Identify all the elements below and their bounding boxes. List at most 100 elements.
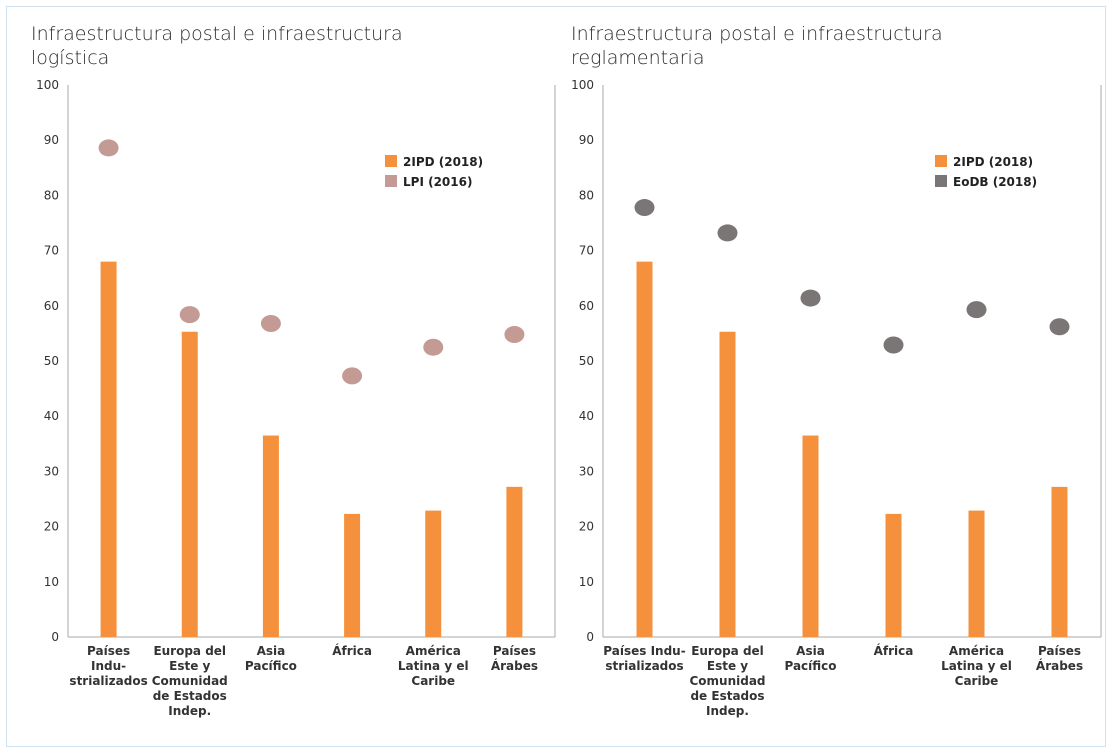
y-tick-label: 60 [579,299,594,313]
x-category-label: América Latina y el Caribe [398,644,469,688]
legend-swatch [385,175,397,187]
y-tick-label: 80 [579,188,594,202]
x-category-label: Europa del Este y Comunidad de Estados Indep… [689,644,765,718]
x-category-label-line: Indep. [168,704,211,718]
figure-frame [6,6,1106,747]
chart-title: Infraestructura postal e infraestructura… [31,23,403,69]
x-category-label-line: Caribe [411,674,455,688]
bar [425,510,442,637]
x-category-label-line: África [332,643,372,658]
y-tick-label: 100 [36,78,59,92]
dot-marker [634,199,655,217]
x-category-label-line: Países Indu- [603,644,685,658]
x-category-label-line: Comunidad [689,674,765,688]
x-category-label-line: África [874,643,914,658]
x-category-label: Asia Pacífico [784,644,836,673]
dot-marker [98,139,119,157]
legend-label: 2IPD (2018) [403,155,483,169]
x-category-label-line: Países [493,644,536,658]
x-category-label-line: Pacífico [784,659,836,673]
x-category-label: África [874,643,914,658]
x-category-label-line: Europa del [153,644,226,658]
y-tick-label: 20 [579,520,594,534]
y-tick-label: 90 [579,133,594,147]
chart-panel-logistica: Infraestructura postal e infraestructura… [20,22,560,742]
bar [802,435,819,637]
dot-marker [423,338,444,356]
x-category-label-line: Indu- [91,659,126,673]
x-category-label-line: Este y [169,659,210,673]
x-category-label-line: de Estados [153,689,227,703]
y-tick-label: 30 [44,464,59,478]
x-category-label-line: Caribe [955,674,999,688]
x-category-label: Países Árabes [491,644,538,673]
x-category-label-line: Árabes [1036,658,1083,673]
y-tick-label: 0 [586,630,594,644]
y-tick-label: 50 [579,354,594,368]
chart-title: Infraestructura postal e infraestructura… [571,23,943,69]
x-category-label: América Latina y el Caribe [941,644,1012,688]
x-category-label-line: strializados [605,659,683,673]
bar [262,435,279,637]
y-tick-label: 70 [579,244,594,258]
y-tick-label: 70 [44,244,59,258]
x-category-label-line: América [949,644,1004,658]
y-tick-label: 60 [44,299,59,313]
y-tick-label: 10 [579,575,594,589]
x-category-label: Países Árabes [1036,644,1083,673]
x-category-label-line: América [406,644,461,658]
x-category-label-line: Indep. [706,704,749,718]
legend-label: EoDB (2018) [953,175,1037,189]
x-category-label: Países Indu-strializados [69,644,147,688]
legend-label: 2IPD (2018) [953,155,1033,169]
bar [181,331,198,637]
dot-marker [179,306,200,324]
y-tick-label: 40 [579,409,594,423]
dot-marker [260,314,281,332]
x-category-label: Países Indu-strializados [603,644,685,673]
x-category-label: África [332,643,372,658]
dot-marker [504,326,525,344]
y-tick-label: 30 [579,464,594,478]
dot-marker [717,224,738,242]
x-category-label-line: Árabes [491,658,538,673]
legend-swatch [935,155,947,167]
bar [968,510,985,637]
y-tick-label: 50 [44,354,59,368]
x-category-label-line: Este y [707,659,748,673]
dot-marker [883,336,904,354]
x-category-label-line: Pacífico [245,659,297,673]
x-category-label-line: Asia [796,644,825,658]
dot-marker [966,301,987,319]
x-category-label-line: Países [1038,644,1081,658]
y-tick-label: 40 [44,409,59,423]
x-category-label-line: strializados [69,674,147,688]
dot-marker [800,289,821,307]
y-tick-label: 90 [44,133,59,147]
x-category-label-line: Europa del [691,644,764,658]
dot-marker [342,367,363,385]
y-tick-label: 0 [51,630,59,644]
bar [100,261,117,637]
x-category-label-line: Países [87,644,130,658]
chart-reglamentaria: 0 10 20 30 40 50 60 70 80 90 100 Países Indu-strial… [571,78,1102,718]
x-category-label: Asia Pacífico [245,644,297,673]
x-category-label: Europa del Este y Comunidad de Estados Indep… [152,644,228,718]
x-category-label-line: Latina y el [941,659,1012,673]
bar [506,486,523,637]
dot-marker [1049,318,1070,336]
x-category-label-line: Comunidad [152,674,228,688]
bar [719,331,736,637]
bar [636,261,653,637]
y-tick-label: 100 [571,78,594,92]
x-category-label-line: de Estados [690,689,764,703]
bar [885,513,902,637]
legend-swatch [385,155,397,167]
y-tick-label: 10 [44,575,59,589]
bar [1051,486,1068,637]
x-category-label-line: Latina y el [398,659,469,673]
y-tick-label: 20 [44,520,59,534]
legend-swatch [935,175,947,187]
bar [344,513,361,637]
y-tick-label: 80 [44,188,59,202]
